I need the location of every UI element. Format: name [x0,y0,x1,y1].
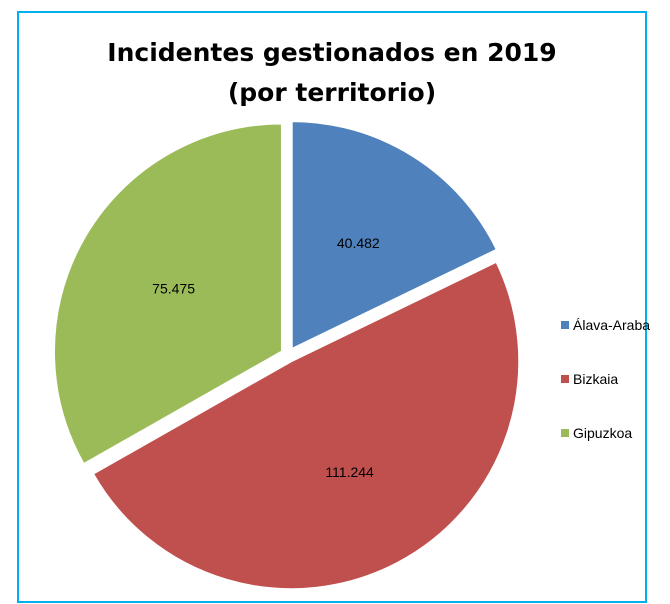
legend: Álava-Araba Bizkaia Gipuzkoa [561,316,650,478]
chart-title: Incidentes gestionados en 2019 (por terr… [19,33,645,113]
pie-slice-label-1: 111.244 [325,464,374,480]
legend-label-0: Álava-Araba [573,317,651,333]
pie-slice-2 [53,122,283,466]
legend-swatch-1 [561,375,569,383]
legend-item-1: Bizkaia [561,370,650,388]
legend-item-0: Álava-Araba [561,316,650,334]
legend-swatch-0 [561,321,569,329]
legend-label-2: Gipuzkoa [573,425,633,441]
pie-slice-label-2: 75.475 [152,280,195,296]
pie-slice-1 [91,260,521,591]
chart-title-line-1: Incidentes gestionados en 2019 [107,38,557,67]
pie-slice-label-0: 40.482 [337,235,380,251]
legend-item-2: Gipuzkoa [561,424,650,442]
legend-label-1: Bizkaia [573,371,619,387]
pie-slice-0 [290,120,499,351]
legend-swatch-2 [561,429,569,437]
chart-title-line-2: (por territorio) [227,78,437,107]
